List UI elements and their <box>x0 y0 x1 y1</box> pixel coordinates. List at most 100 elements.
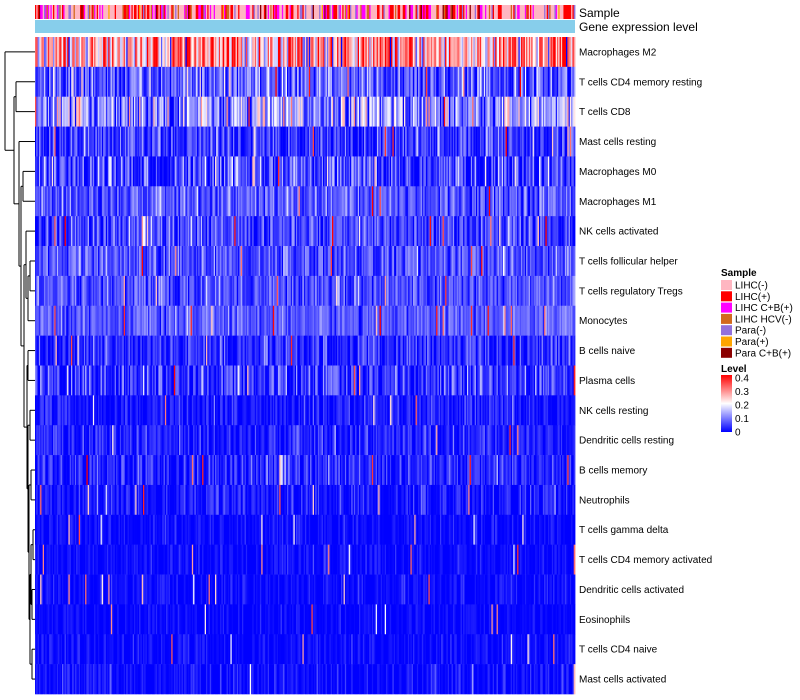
sample-annotation-cell <box>572 5 575 19</box>
heatmap-cell <box>248 66 251 98</box>
heatmap-cell <box>383 66 386 98</box>
heatmap-cell <box>297 66 299 98</box>
heatmap-cell <box>63 275 65 307</box>
heatmap-cell <box>464 156 467 187</box>
heatmap-cell <box>125 156 127 187</box>
heatmap-cell <box>536 216 539 247</box>
heatmap-cell <box>305 246 307 277</box>
heatmap-cell <box>119 37 122 68</box>
sample-annotation-cell <box>423 5 425 19</box>
sample-annotation-cell <box>257 5 260 19</box>
sample-annotation-cell <box>504 5 506 19</box>
heatmap-cell <box>492 246 495 277</box>
heatmap-cell <box>355 96 357 127</box>
heatmap-cell <box>182 156 185 187</box>
heatmap-cell <box>143 66 145 98</box>
heatmap-cell <box>116 216 118 247</box>
heatmap-cell <box>104 156 107 187</box>
heatmap-cell <box>346 335 348 366</box>
heatmap-cell <box>134 246 136 277</box>
heatmap-cell <box>314 305 316 336</box>
heatmap-cell <box>226 305 229 336</box>
sample-annotation-cell <box>109 5 112 19</box>
heatmap-cell <box>47 305 50 336</box>
heatmap-cell <box>548 305 550 336</box>
heatmap-cell <box>80 126 82 157</box>
heatmap-cell <box>248 275 251 307</box>
heatmap-cell <box>497 126 500 157</box>
sample-annotation-cell <box>541 5 544 19</box>
heatmap-cell <box>87 275 90 307</box>
heatmap-cell <box>539 216 541 247</box>
sample-annotation-cell <box>242 5 244 19</box>
heatmap-cell <box>179 246 181 277</box>
heatmap-cell <box>161 186 163 217</box>
heatmap-cell <box>315 126 317 157</box>
heatmap-cell <box>105 335 108 366</box>
heatmap-cell <box>323 216 325 247</box>
heatmap-cell <box>123 275 126 307</box>
heatmap-cell <box>113 216 116 247</box>
heatmap-cell <box>411 37 414 68</box>
heatmap-cell <box>103 216 105 247</box>
heatmap-cell <box>379 126 382 157</box>
heatmap-cell <box>527 37 530 68</box>
heatmap-cell <box>464 275 467 307</box>
heatmap-cell <box>100 216 103 247</box>
sample-annotation-cell <box>56 5 59 19</box>
heatmap-cell <box>425 156 428 187</box>
heatmap-cell <box>227 186 230 217</box>
heatmap-cell <box>434 246 437 277</box>
heatmap-cell <box>78 305 81 336</box>
heatmap-cell <box>90 305 92 336</box>
heatmap-cell <box>60 156 63 187</box>
heatmap-cell <box>401 156 404 187</box>
sample-annotation-cell <box>567 5 569 19</box>
heatmap-cell <box>526 186 528 217</box>
heatmap-cell <box>128 66 131 98</box>
heatmap-cell <box>171 126 173 157</box>
heatmap-cell <box>441 96 443 127</box>
heatmap-cell <box>308 305 311 336</box>
heatmap-cell <box>360 126 362 157</box>
heatmap-cell <box>346 186 348 217</box>
heatmap-cell <box>193 156 195 187</box>
heatmap-cell <box>85 275 87 307</box>
heatmap-cell <box>285 246 288 277</box>
sample-annotation-cell <box>44 5 46 19</box>
heatmap-cell <box>128 275 131 307</box>
heatmap-cell <box>211 37 213 68</box>
heatmap-cell <box>518 305 521 336</box>
heatmap-cell <box>157 66 159 98</box>
heatmap-cell <box>137 37 140 68</box>
heatmap-cell <box>458 66 460 98</box>
heatmap-cell <box>324 305 326 336</box>
heatmap-cell <box>306 96 308 127</box>
heatmap-cell <box>341 335 343 366</box>
heatmap-cell <box>320 66 323 98</box>
heatmap-cell <box>316 246 319 277</box>
heatmap-cell <box>469 335 472 366</box>
sample-annotation-cell <box>540 5 542 19</box>
heatmap-cell <box>122 246 125 277</box>
heatmap-cell <box>152 37 154 68</box>
heatmap-cell <box>231 37 234 68</box>
heatmap-cell <box>566 275 568 307</box>
heatmap-cell <box>319 246 321 277</box>
heatmap-cell <box>96 37 99 68</box>
heatmap-cell <box>424 96 427 127</box>
heatmap-cell <box>177 66 180 98</box>
heatmap-cell <box>530 66 532 98</box>
heatmap-cell <box>136 216 139 247</box>
heatmap-cell <box>162 246 164 277</box>
heatmap-cell <box>454 335 456 366</box>
sample-annotation-cell <box>50 5 53 19</box>
heatmap-cell <box>184 186 186 217</box>
heatmap-cell <box>107 275 109 307</box>
heatmap-cell <box>253 305 256 336</box>
heatmap-cell <box>311 335 314 366</box>
heatmap-cell <box>284 246 287 277</box>
heatmap-cell <box>447 305 450 336</box>
heatmap-cell <box>398 37 401 68</box>
heatmap-cell <box>450 156 452 187</box>
